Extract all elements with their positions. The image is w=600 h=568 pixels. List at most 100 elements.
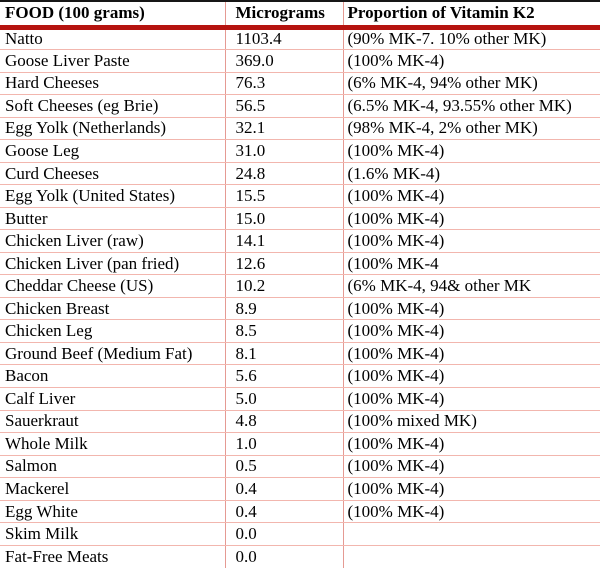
column-header-proportion: Proportion of Vitamin K2 <box>342 1 600 30</box>
table-row: Chicken Leg 8.5 (100% MK-4) <box>0 319 600 343</box>
cell-micrograms: 12.6 <box>224 252 343 276</box>
table-row: Curd Cheeses 24.8 (1.6% MK-4) <box>0 162 600 186</box>
cell-micrograms: 1.0 <box>224 432 343 456</box>
cell-proportion: (100% MK-4) <box>342 342 600 366</box>
table-row: Butter 15.0 (100% MK-4) <box>0 207 600 231</box>
table-row: Sauerkraut 4.8 (100% mixed MK) <box>0 410 600 434</box>
cell-food: Calf Liver <box>0 387 225 411</box>
table-row: Chicken Liver (raw) 14.1 (100% MK-4) <box>0 229 600 253</box>
cell-food: Goose Leg <box>0 139 225 163</box>
table-row: Mackerel 0.4 (100% MK-4) <box>0 477 600 501</box>
cell-micrograms: 8.9 <box>224 297 343 321</box>
cell-proportion: (100% MK-4) <box>342 49 600 73</box>
cell-food: Fat-Free Meats <box>5 546 109 566</box>
table-row: Natto 1103.4 (90% MK-7. 10% other MK) <box>0 27 600 51</box>
cell-micrograms: 5.0 <box>224 387 343 411</box>
cell-proportion: (6% MK-4, 94& other MK <box>342 274 600 298</box>
cell-micrograms: 0.0 <box>224 522 343 546</box>
cell-food: Butter <box>0 207 225 231</box>
cell-micrograms: 0.0 <box>224 545 343 568</box>
cell-proportion: (100% mixed MK) <box>342 410 600 434</box>
table-row: Egg Yolk (Netherlands) 32.1 (98% MK-4, 2% … <box>0 117 600 141</box>
table-row: Hard Cheeses 76.3 (6% MK-4, 94% other MK) <box>0 72 600 96</box>
cell-proportion: (100% MK-4) <box>342 229 600 253</box>
table-row: Egg White 0.4 (100% MK-4) <box>0 500 600 524</box>
table-row: Soft Cheeses (eg Brie) 56.5 (6.5% MK-4, 93… <box>0 94 600 118</box>
cell-proportion: (100% MK-4) <box>342 139 600 163</box>
cell-food: Chicken Liver (pan fried) <box>0 252 225 276</box>
table-row: Goose Leg 31.0 (100% MK-4) <box>0 139 600 163</box>
cell-food: Bacon <box>0 364 225 388</box>
cell-micrograms: 4.8 <box>224 410 343 434</box>
cell-micrograms: 369.0 <box>224 49 343 73</box>
cell-micrograms: 10.2 <box>224 274 343 298</box>
cell-proportion: (100% MK-4 <box>342 252 600 276</box>
cell-proportion: (6% MK-4, 94% other MK) <box>342 72 600 96</box>
cell-micrograms: 5.6 <box>224 364 343 388</box>
cell-micrograms: 15.5 <box>224 184 343 208</box>
cell-micrograms: 32.1 <box>224 117 343 141</box>
cell-micrograms: 14.1 <box>224 229 343 253</box>
table-row: Egg Yolk (United States) 15.5 (100% MK-4) <box>0 184 600 208</box>
cell-food: Natto <box>0 27 225 51</box>
cell-food: Salmon <box>0 455 225 479</box>
cell-food: Egg Yolk (United States) <box>0 184 225 208</box>
cell-food: Chicken Liver (raw) <box>0 229 225 253</box>
cell-micrograms: 76.3 <box>224 72 343 96</box>
column-header-food: FOOD (100 grams) <box>0 1 225 30</box>
cell-food: Whole Milk <box>0 432 225 456</box>
cell-proportion: (100% MK-4) <box>342 455 600 479</box>
cell-food: Egg Yolk (Netherlands) <box>0 117 225 141</box>
cell-micrograms: 0.4 <box>224 500 343 524</box>
cell-food: Egg White <box>0 500 225 524</box>
table-row: Skim Milk 0.0 <box>0 522 600 546</box>
cell-micrograms: 1103.4 <box>224 27 343 51</box>
cell-food: Cheddar Cheese (US) <box>0 274 225 298</box>
cell-food: Chicken Breast <box>0 297 225 321</box>
table-row: Cheddar Cheese (US) 10.2 (6% MK-4, 94& oth… <box>0 274 600 298</box>
table-row: Fat-Free Meats 0.0 <box>0 545 600 568</box>
cell-food: Skim Milk <box>0 522 225 546</box>
cell-micrograms: 56.5 <box>224 94 343 118</box>
cell-food: Mackerel <box>0 477 225 501</box>
cell-food: Sauerkraut <box>0 410 225 434</box>
cell-proportion: (98% MK-4, 2% other MK) <box>342 117 600 141</box>
cell-micrograms: 8.1 <box>224 342 343 366</box>
table-body: Natto 1103.4 (90% MK-7. 10% other MK) Goose… <box>0 27 600 568</box>
cell-proportion: (6.5% MK-4, 93.55% other MK) <box>342 94 600 118</box>
cell-proportion: (100% MK-4) <box>342 207 600 231</box>
table-row: Goose Liver Paste 369.0 (100% MK-4) <box>0 49 600 73</box>
table-row: Ground Beef (Medium Fat) 8.1 (100% MK-4) <box>0 342 600 366</box>
cell-proportion: (100% MK-4) <box>342 364 600 388</box>
cell-proportion <box>342 545 600 568</box>
table-row: Chicken Breast 8.9 (100% MK-4) <box>0 297 600 321</box>
cell-proportion: (100% MK-4) <box>342 477 600 501</box>
cell-micrograms: 24.8 <box>224 162 343 186</box>
cell-proportion: (100% MK-4) <box>342 184 600 208</box>
cell-proportion: (100% MK-4) <box>342 387 600 411</box>
header-row: FOOD (100 grams) Micrograms Proportion o… <box>0 1 600 30</box>
cell-proportion: (90% MK-7. 10% other MK) <box>342 27 600 51</box>
column-header-micrograms: Micrograms <box>224 1 343 30</box>
table-row: Whole Milk 1.0 (100% MK-4) <box>0 432 600 456</box>
cell-food: Chicken Leg <box>0 319 225 343</box>
table-row: Salmon 0.5 (100% MK-4) <box>0 455 600 479</box>
cell-micrograms: 0.4 <box>224 477 343 501</box>
cell-proportion: (100% MK-4) <box>342 297 600 321</box>
cell-proportion: (100% MK-4) <box>342 500 600 524</box>
table-row: Calf Liver 5.0 (100% MK-4) <box>0 387 600 411</box>
cell-food: Ground Beef (Medium Fat) <box>0 342 225 366</box>
cell-micrograms: 31.0 <box>224 139 343 163</box>
cell-proportion: (100% MK-4) <box>342 432 600 456</box>
cell-proportion: (100% MK-4) <box>342 319 600 343</box>
table-row: Bacon 5.6 (100% MK-4) <box>0 364 600 388</box>
cell-food: Soft Cheeses (eg Brie) <box>0 94 225 118</box>
table-header: FOOD (100 grams) Micrograms Proportion o… <box>0 1 600 30</box>
cell-proportion <box>342 522 600 546</box>
cell-micrograms: 0.5 <box>224 455 343 479</box>
cell-proportion: (1.6% MK-4) <box>342 162 600 186</box>
cell-food: Curd Cheeses <box>0 162 225 186</box>
cell-micrograms: 8.5 <box>224 319 343 343</box>
table-row: Chicken Liver (pan fried) 12.6 (100% MK-4 <box>0 252 600 276</box>
